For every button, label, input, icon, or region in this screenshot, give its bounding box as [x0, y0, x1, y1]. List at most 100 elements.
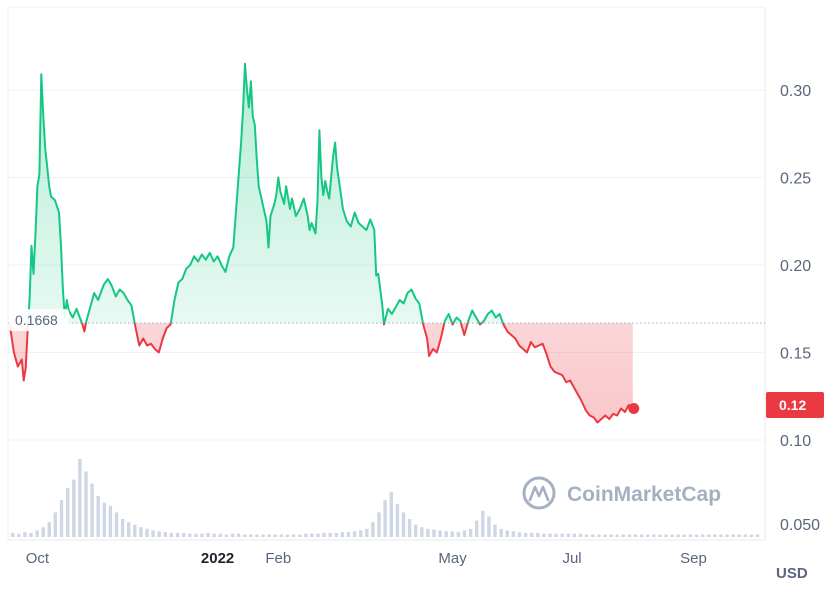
volume-bar — [536, 532, 540, 537]
volume-bar — [517, 532, 522, 537]
volume-bar — [285, 534, 290, 537]
volume-bar — [224, 534, 229, 537]
volume-bar — [426, 528, 430, 537]
volume-bar — [157, 531, 161, 537]
y-tick-label: 0.15 — [780, 346, 811, 363]
volume-bar — [468, 528, 473, 537]
volume-bar — [108, 505, 113, 537]
volume-bar — [127, 522, 131, 537]
volume-bar — [175, 532, 180, 537]
currency-unit-label: USD — [776, 565, 808, 582]
reference-label: 0.1668 — [9, 309, 69, 332]
volume-bar — [572, 533, 577, 537]
volume-bar — [743, 534, 748, 537]
volume-bar — [163, 532, 167, 537]
volume-axis-tick: 0.050 — [780, 517, 820, 534]
volume-bar — [646, 534, 650, 537]
volume-bar — [688, 534, 693, 537]
volume-bar — [200, 533, 204, 537]
volume-bar — [267, 534, 271, 537]
y-tick-label: 0.10 — [780, 433, 811, 450]
volume-bar — [694, 534, 699, 537]
volume-bar — [188, 533, 192, 537]
y-tick-label: 0.30 — [780, 83, 811, 100]
volume-bar — [639, 534, 644, 537]
volume-bar — [487, 516, 491, 537]
volume-bar — [548, 533, 552, 537]
volume-bar — [96, 496, 100, 537]
volume-bar — [352, 531, 357, 537]
volume-bar — [17, 533, 21, 537]
volume-bar — [432, 529, 436, 537]
volume-bar — [609, 534, 613, 537]
volume-bar — [407, 519, 412, 537]
volume-bar — [102, 502, 106, 537]
x-tick-label: 2022 — [201, 550, 234, 567]
volume-bar — [322, 532, 326, 537]
volume-bar — [243, 534, 247, 537]
volume-bar — [249, 534, 253, 537]
volume-bar — [493, 524, 497, 537]
volume-bar — [725, 534, 729, 537]
volume-bar — [462, 530, 467, 537]
volume-bar — [603, 534, 607, 537]
volume-bar — [365, 528, 369, 537]
price-area — [10, 63, 633, 423]
gridlines — [8, 89, 765, 441]
volume-bar — [194, 533, 198, 537]
x-tick-label: Jul — [562, 550, 581, 567]
volume-bar — [749, 534, 754, 537]
volume-bar — [420, 527, 424, 537]
volume-bar — [615, 534, 619, 537]
volume-bar — [29, 532, 33, 537]
volume-bar — [359, 530, 363, 537]
volume-bar — [481, 510, 485, 537]
volume-bar — [530, 532, 534, 537]
volume-bar — [676, 534, 680, 537]
volume-bar — [621, 534, 625, 537]
volume-bar — [255, 534, 259, 537]
volume-bar — [383, 500, 387, 537]
volume-bar — [279, 534, 284, 537]
volume-bar — [53, 512, 58, 537]
volume-bar — [438, 530, 442, 537]
volume-bar — [450, 531, 454, 537]
volume-bar — [273, 534, 277, 537]
reference-value-text: 0.1668 — [15, 312, 58, 328]
x-tick-label: Oct — [26, 550, 50, 567]
volume-bar — [584, 534, 589, 537]
volume-bar — [120, 519, 125, 537]
volume-bar — [456, 532, 461, 537]
volume-bar — [664, 534, 668, 537]
watermark-text: CoinMarketCap — [567, 483, 721, 506]
volume-bar — [23, 532, 27, 537]
volume-bar — [151, 530, 155, 537]
volume-bar — [542, 533, 546, 537]
volume-bar — [505, 530, 509, 537]
volume-bar — [59, 500, 64, 537]
x-tick-label: Sep — [680, 550, 707, 567]
volume-bar — [511, 531, 516, 537]
price-line-down — [9, 323, 634, 424]
volume-bar — [633, 534, 638, 537]
volume-bar — [145, 528, 149, 537]
volume-bar — [212, 533, 216, 537]
volume-bar — [523, 532, 528, 537]
x-axis-ticks: Oct 2022 Feb May Jul Sep — [26, 550, 707, 567]
y-tick-label: 0.25 — [780, 171, 811, 188]
volume-bar — [298, 534, 302, 537]
volume-bar — [169, 532, 174, 537]
price-area-below — [10, 323, 633, 423]
volume-bar — [395, 504, 400, 537]
volume-bar — [230, 533, 235, 537]
y-tick-label: 0.20 — [780, 258, 811, 275]
volume-bar — [414, 524, 418, 537]
volume-bar — [346, 532, 351, 537]
volume-bar — [597, 534, 601, 537]
volume-bar — [578, 533, 583, 537]
current-price-text: 0.12 — [779, 397, 806, 413]
volume-bar — [133, 524, 137, 537]
volume-bar — [737, 534, 741, 537]
x-tick-label: Feb — [265, 550, 291, 567]
